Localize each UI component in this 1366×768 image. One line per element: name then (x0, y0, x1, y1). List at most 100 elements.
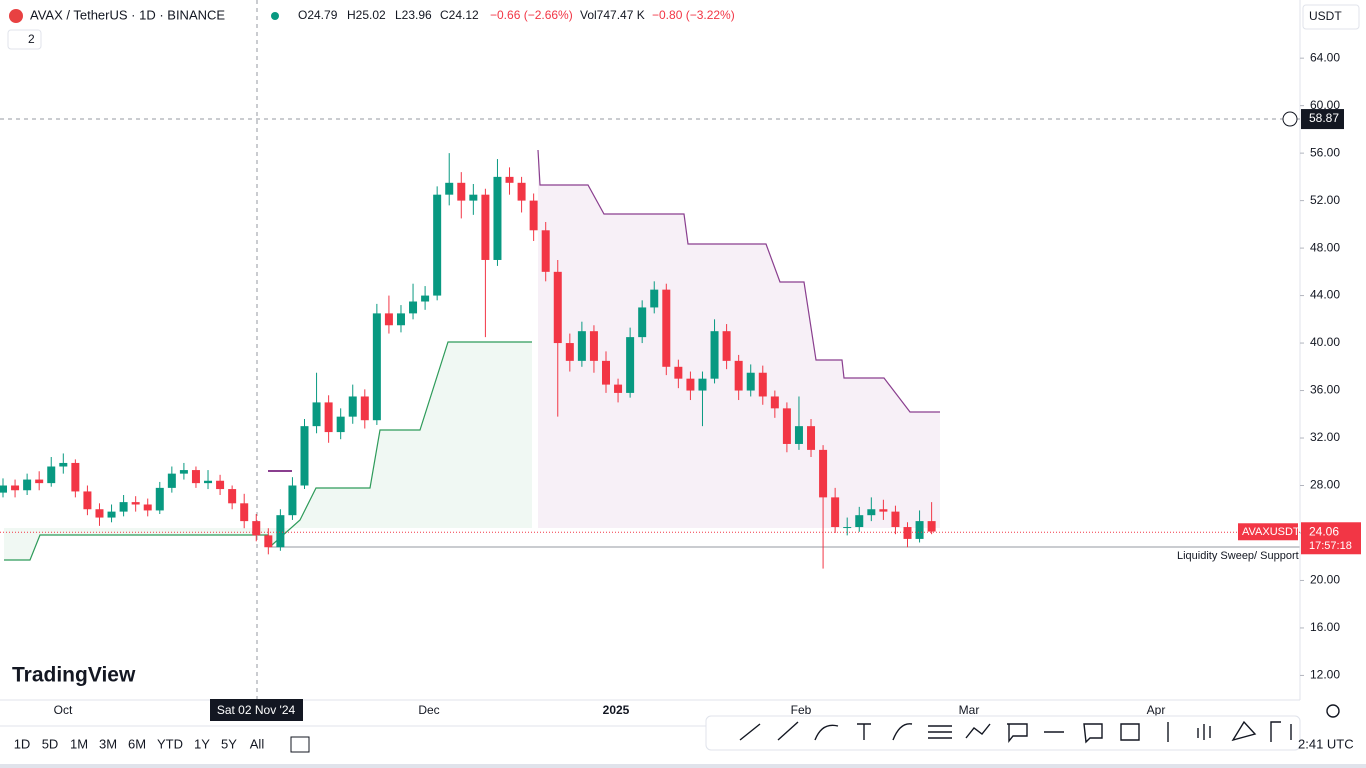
candle-body (421, 295, 430, 302)
clock: 2:41 UTC (1298, 736, 1354, 751)
text-tool[interactable] (857, 723, 871, 740)
x-label: 2025 (603, 703, 630, 717)
symbol-tag-text: AVAXUSDT (1242, 526, 1300, 538)
candle-body (396, 313, 405, 326)
candle-body (71, 462, 80, 492)
candle-body (204, 480, 213, 484)
candle-body (300, 426, 309, 486)
plot (0, 153, 936, 569)
resistance-band (538, 150, 940, 528)
projection-tool[interactable] (1231, 720, 1257, 742)
rect-tool[interactable] (1120, 723, 1140, 741)
candle-body (505, 176, 514, 183)
candle-body (324, 402, 333, 433)
date-range-icon[interactable] (290, 736, 310, 753)
candle-body (167, 473, 176, 488)
range-button[interactable]: 1M (70, 736, 88, 751)
candle-body (650, 289, 659, 308)
y-tick-label: 64.00 (1310, 50, 1340, 64)
candle-body (155, 487, 164, 511)
candle-body (602, 360, 610, 385)
candle-body (553, 271, 562, 344)
candle-body (674, 366, 683, 379)
candle-body (831, 497, 840, 528)
candle-body (23, 479, 32, 491)
range-button[interactable]: 1Y (194, 736, 210, 751)
fib-tool[interactable] (928, 725, 952, 739)
settings-icon[interactable] (1326, 704, 1340, 718)
indicators-toggle[interactable] (7, 29, 42, 50)
line-tool[interactable] (777, 721, 799, 741)
note-tool[interactable] (1083, 723, 1103, 744)
candle-body (457, 182, 466, 201)
brush-tool[interactable] (814, 724, 839, 741)
y-tick-label: 28.00 (1310, 478, 1340, 492)
x-label: Feb (791, 703, 812, 717)
pattern-tool[interactable] (965, 723, 991, 739)
support-band (4, 342, 532, 560)
curve-tool[interactable] (892, 723, 913, 741)
candle-body (348, 396, 357, 417)
drawing-toolbar (705, 715, 1301, 751)
high: H25.02 (347, 8, 386, 22)
candle-body (264, 535, 273, 548)
candle-body (384, 313, 393, 326)
candle-body (312, 402, 321, 427)
bars-tool[interactable] (1197, 724, 1211, 740)
crosshair-date-box (210, 699, 303, 721)
candle-body (662, 289, 671, 367)
symbol: AVAX / TetherUS · 1D · BINANCE (30, 7, 225, 22)
candle-body (698, 378, 707, 391)
countdown: 17:57:18 (1309, 540, 1352, 552)
status-dot (271, 12, 279, 20)
candle-body (216, 480, 225, 490)
y-tick-label: 60.00 (1310, 98, 1340, 112)
callout-tool[interactable] (1007, 723, 1028, 743)
crosshair-price: 58.87 (1309, 111, 1339, 125)
candle-body (372, 313, 381, 421)
candle-body (710, 331, 719, 379)
candle-body (191, 470, 200, 484)
currency[interactable]: USDT (1309, 9, 1342, 23)
range-button[interactable]: 1D (14, 736, 31, 751)
range-button[interactable]: YTD (157, 736, 183, 751)
candle-body (59, 462, 68, 467)
resistance-stub (268, 470, 292, 472)
x-label: Oct (54, 703, 73, 717)
change: −0.66 (−2.66%) (490, 8, 573, 22)
candle-body (614, 384, 623, 393)
candle-body (445, 182, 454, 195)
trend-tool[interactable] (739, 723, 761, 741)
candle-body (794, 426, 803, 444)
logo: TradingView (12, 664, 136, 687)
candle-body (336, 416, 345, 433)
candle-body (179, 470, 188, 474)
x-label: Dec (418, 703, 439, 717)
candle-body (143, 504, 152, 511)
candle-body (131, 502, 140, 505)
candle-body (47, 466, 56, 484)
range-button[interactable]: 3M (99, 736, 117, 751)
candle-body (891, 511, 900, 528)
y-tick-label: 16.00 (1310, 620, 1340, 634)
candle-body (0, 485, 7, 493)
flag-tool[interactable] (1270, 721, 1292, 742)
candle-body (577, 331, 586, 361)
add-alert[interactable] (1282, 111, 1298, 127)
range-button[interactable]: All (250, 736, 265, 751)
candle-body (517, 182, 526, 201)
candle-body (493, 176, 502, 260)
indicators-count[interactable]: 2 (28, 32, 35, 46)
candle-body (288, 485, 297, 516)
candle-body (360, 396, 369, 421)
x-label: Apr (1147, 703, 1166, 717)
currency-button[interactable] (1302, 4, 1360, 30)
range-button[interactable]: 5Y (221, 736, 237, 751)
candle-body (276, 515, 285, 548)
range-button[interactable]: 6M (128, 736, 146, 751)
annotation: Liquidity Sweep/ Support (1177, 550, 1299, 562)
candle-body (903, 527, 912, 539)
range-button[interactable]: 5D (42, 736, 59, 751)
range-buttons: 1D 5D 1M 3M 6M YTD 1Y 5Y All (14, 736, 265, 751)
